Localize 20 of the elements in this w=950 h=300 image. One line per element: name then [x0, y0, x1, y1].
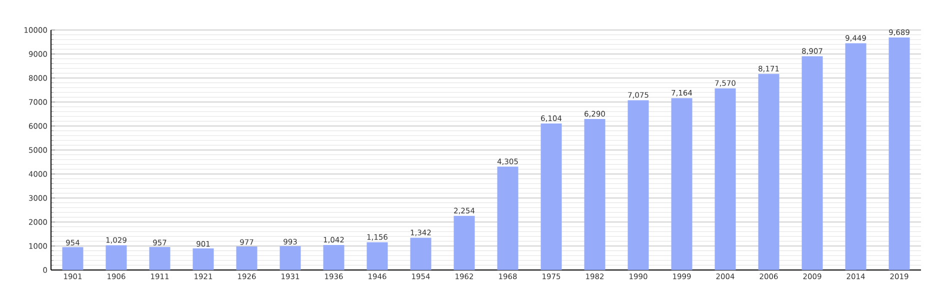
bar [366, 242, 388, 270]
bar [584, 119, 606, 270]
bar [628, 100, 649, 270]
bar [758, 74, 780, 270]
bar [106, 245, 127, 270]
bar [62, 247, 84, 270]
bar [323, 244, 344, 270]
bar [540, 124, 562, 270]
bar [280, 246, 301, 270]
bar [671, 98, 692, 270]
bar [497, 166, 518, 270]
bar [236, 246, 258, 270]
bar [802, 56, 823, 270]
bar [888, 37, 910, 270]
bar [454, 216, 475, 270]
bar [714, 88, 736, 270]
bar [149, 247, 170, 270]
bar [410, 238, 432, 270]
bar [192, 248, 214, 270]
bar [845, 43, 866, 270]
